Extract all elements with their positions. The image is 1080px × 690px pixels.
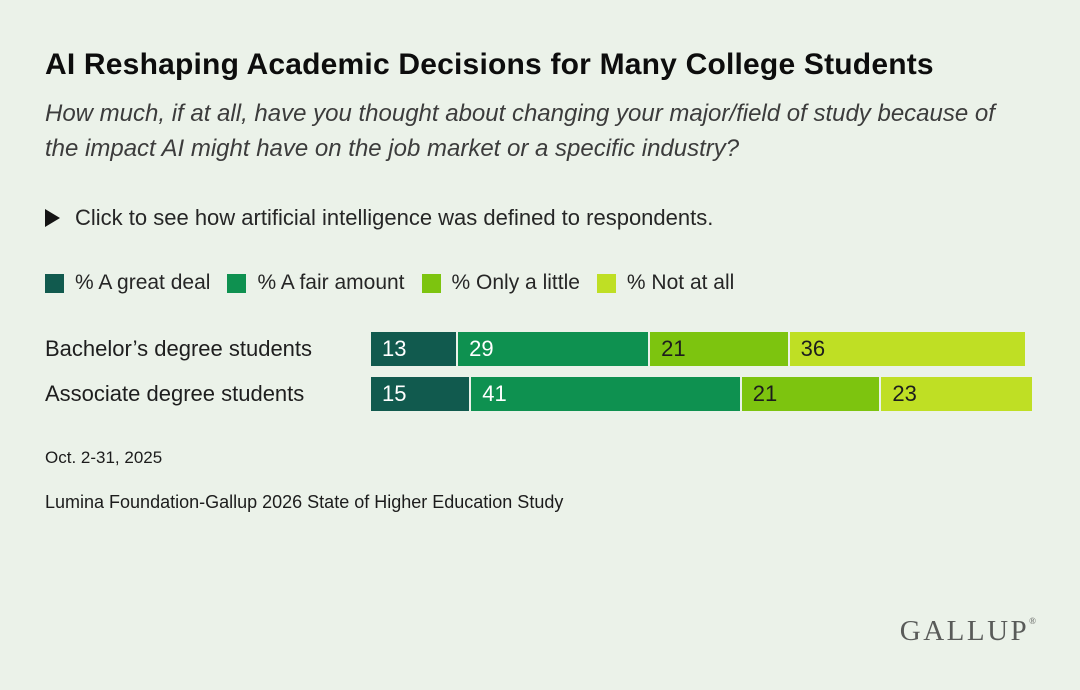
legend-item: % A fair amount (227, 271, 405, 295)
row-label: Associate degree students (45, 381, 305, 406)
chart-legend: % A great deal % A fair amount % Only a li… (45, 271, 1035, 295)
bar-segment: 21 (741, 377, 880, 411)
bar-segment: 41 (471, 377, 740, 411)
bar-chart: Bachelor’s degree students 13 29 21 36 Associ… (45, 332, 1035, 411)
legend-item: % Not at all (596, 271, 735, 295)
legend-swatch (596, 273, 616, 293)
bar-segment: 23 (881, 377, 1032, 411)
chart-subtitle: How much, if at all, have you thought ab… (45, 100, 995, 162)
legend-label: % A fair amount (257, 271, 405, 294)
bar-segment: 36 (789, 332, 1026, 366)
legend-label: % Only a little (451, 271, 580, 294)
legend-swatch (227, 273, 247, 293)
gallup-wordmark: GALLUP (899, 615, 1030, 647)
bar-row: Associate degree students 15 41 21 23 (45, 377, 1035, 411)
source-line: Lumina Foundation-Gallup 2026 State of H… (45, 492, 564, 512)
row-label: Bachelor’s degree students (45, 336, 313, 361)
legend-label: % A great deal (75, 271, 211, 294)
registered-mark-icon: ® (1029, 616, 1036, 626)
bar-row: Bachelor’s degree students 13 29 21 36 (45, 332, 1035, 366)
chart-title: AI Reshaping Academic Decisions for Many… (45, 48, 934, 81)
legend-swatch (45, 273, 64, 293)
gallup-logo: GALLUP® (900, 615, 1036, 648)
bar-segment: 15 (371, 377, 470, 411)
play-triangle-icon (45, 209, 60, 227)
legend-label: % Not at all (626, 271, 735, 294)
disclosure-label: Click to see how artificial intelligence… (75, 205, 714, 230)
survey-dates: Oct. 2-31, 2025 (45, 448, 163, 467)
bar-segment: 21 (650, 332, 788, 366)
legend-item: % Only a little (421, 271, 580, 295)
legend-swatch (421, 273, 441, 293)
stacked-bar: 15 41 21 23 (371, 377, 1032, 411)
bar-segment: 29 (458, 332, 649, 366)
stacked-bar: 13 29 21 36 (371, 332, 1026, 366)
bar-segment: 13 (371, 332, 457, 366)
legend-item: % A great deal (45, 271, 210, 295)
definition-disclosure[interactable]: Click to see how artificial intelligence… (45, 205, 1035, 230)
